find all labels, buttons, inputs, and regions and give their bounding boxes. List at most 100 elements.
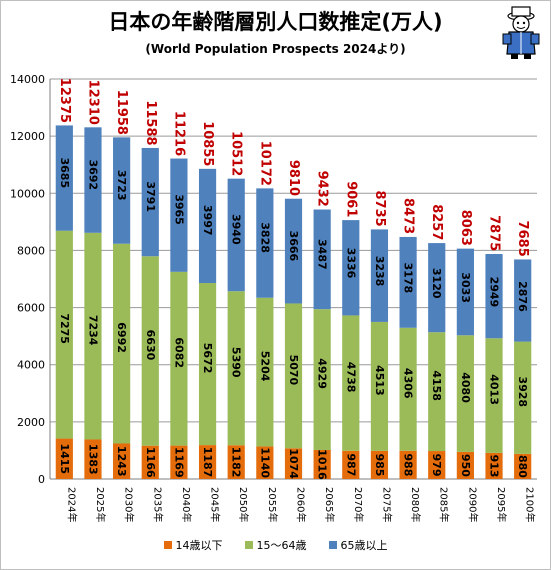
total-label: 10512 (229, 131, 244, 176)
total-label: 11588 (143, 100, 158, 145)
data-label: 5672 (201, 343, 214, 374)
chart-subtitle: (World Population Prospects 2024より) (145, 42, 406, 56)
bar-segment (256, 297, 274, 447)
bar-segment (428, 243, 446, 333)
data-label: 3692 (86, 159, 99, 190)
data-label: 880 (516, 455, 529, 478)
bar-segment (141, 445, 159, 479)
data-label: 3238 (373, 256, 386, 287)
bar-segment (342, 315, 360, 451)
data-label: 3828 (258, 222, 271, 253)
legend-item-under-15: 14歳以下 (163, 537, 223, 553)
bar-segment (55, 230, 73, 439)
x-tick-label: 2055年 (266, 487, 279, 522)
bar-segment (428, 332, 446, 452)
data-label: 5070 (287, 355, 300, 386)
data-label: 913 (488, 454, 501, 477)
bar-segment (113, 137, 131, 244)
data-label: 4013 (488, 374, 501, 405)
bar-segment (370, 321, 389, 451)
total-label: 10855 (200, 121, 215, 166)
data-label: 979 (430, 454, 443, 477)
bar-segment (198, 445, 217, 479)
data-label: 1415 (58, 443, 71, 474)
total-label: 12375 (57, 78, 72, 123)
data-label: 3997 (201, 205, 214, 236)
y-tick-label: 10000 (10, 187, 45, 200)
data-label: 6992 (115, 322, 128, 353)
bar-segment (456, 248, 474, 336)
data-label: 3666 (287, 231, 300, 262)
bar-segment (485, 254, 503, 339)
bar-segment (227, 291, 245, 446)
data-label: 4929 (316, 358, 329, 389)
data-label: 988 (402, 453, 415, 476)
bar-segment (514, 453, 532, 479)
x-tick-label: 2075年 (380, 487, 393, 522)
data-label: 987 (344, 453, 357, 476)
bar-segment (284, 448, 303, 479)
bar-segment (284, 198, 303, 304)
bar-segment (84, 127, 102, 233)
bar-segment (170, 158, 188, 272)
bar-segment (256, 446, 274, 479)
bar-segment (84, 232, 102, 440)
bar-segment (55, 438, 73, 479)
total-label: 9061 (343, 181, 358, 217)
total-label: 8257 (429, 204, 444, 240)
y-tick-label: 12000 (10, 130, 45, 143)
legend-swatch-15-64 (244, 541, 253, 549)
data-label: 950 (459, 454, 472, 477)
x-tick-label: 2060年 (295, 487, 308, 522)
data-label: 3940 (230, 214, 243, 245)
data-label: 3965 (172, 194, 185, 225)
bar-segment (198, 168, 217, 284)
x-tick-label: 2030年 (123, 487, 136, 522)
data-label: 5204 (258, 351, 271, 382)
total-label: 8063 (458, 210, 473, 246)
legend-item-65-plus: 65歳以上 (328, 537, 388, 553)
bar-segment (428, 451, 446, 479)
data-label: 1166 (144, 447, 157, 478)
x-tick-label: 2100年 (524, 487, 537, 522)
data-label: 1383 (86, 444, 99, 475)
y-tick-label: 8000 (17, 244, 45, 257)
total-label: 7875 (487, 215, 502, 251)
legend-label-15-64: 15〜64歳 (256, 539, 307, 552)
total-label: 8735 (372, 191, 387, 227)
bar-segment (113, 443, 131, 479)
data-label: 3928 (516, 376, 529, 407)
data-label: 7234 (86, 315, 99, 346)
data-label: 3336 (344, 248, 357, 279)
bar-segment (113, 243, 131, 444)
bar-segment (227, 445, 245, 479)
bar-segment (456, 335, 474, 452)
legend-swatch-under-15 (163, 541, 172, 549)
bar-segment (141, 256, 159, 446)
data-label: 1016 (316, 449, 329, 480)
bar-segment (370, 450, 389, 479)
x-tick-label: 2045年 (209, 487, 222, 522)
x-tick-label: 2095年 (495, 487, 508, 522)
data-label: 3791 (144, 181, 157, 212)
data-label: 4306 (402, 368, 415, 399)
bar-segment (342, 220, 360, 316)
y-tick-label: 6000 (17, 302, 45, 315)
mascot-illustration (502, 6, 540, 59)
data-label: 3487 (316, 239, 329, 270)
data-label: 4080 (459, 372, 472, 403)
bar-segment (399, 450, 417, 479)
data-label: 4158 (430, 370, 443, 401)
bar-segment (342, 450, 360, 479)
y-tick-label: 4000 (17, 359, 45, 372)
total-label: 11958 (114, 90, 129, 135)
bar-segment (313, 309, 331, 450)
total-label: 9810 (286, 160, 301, 196)
bar-segment (514, 341, 532, 454)
data-label: 3033 (459, 272, 472, 303)
bar-segment (170, 271, 188, 446)
legend-label-65-plus: 65歳以上 (340, 539, 388, 552)
data-label: 3723 (115, 170, 128, 201)
data-label: 985 (373, 453, 386, 476)
